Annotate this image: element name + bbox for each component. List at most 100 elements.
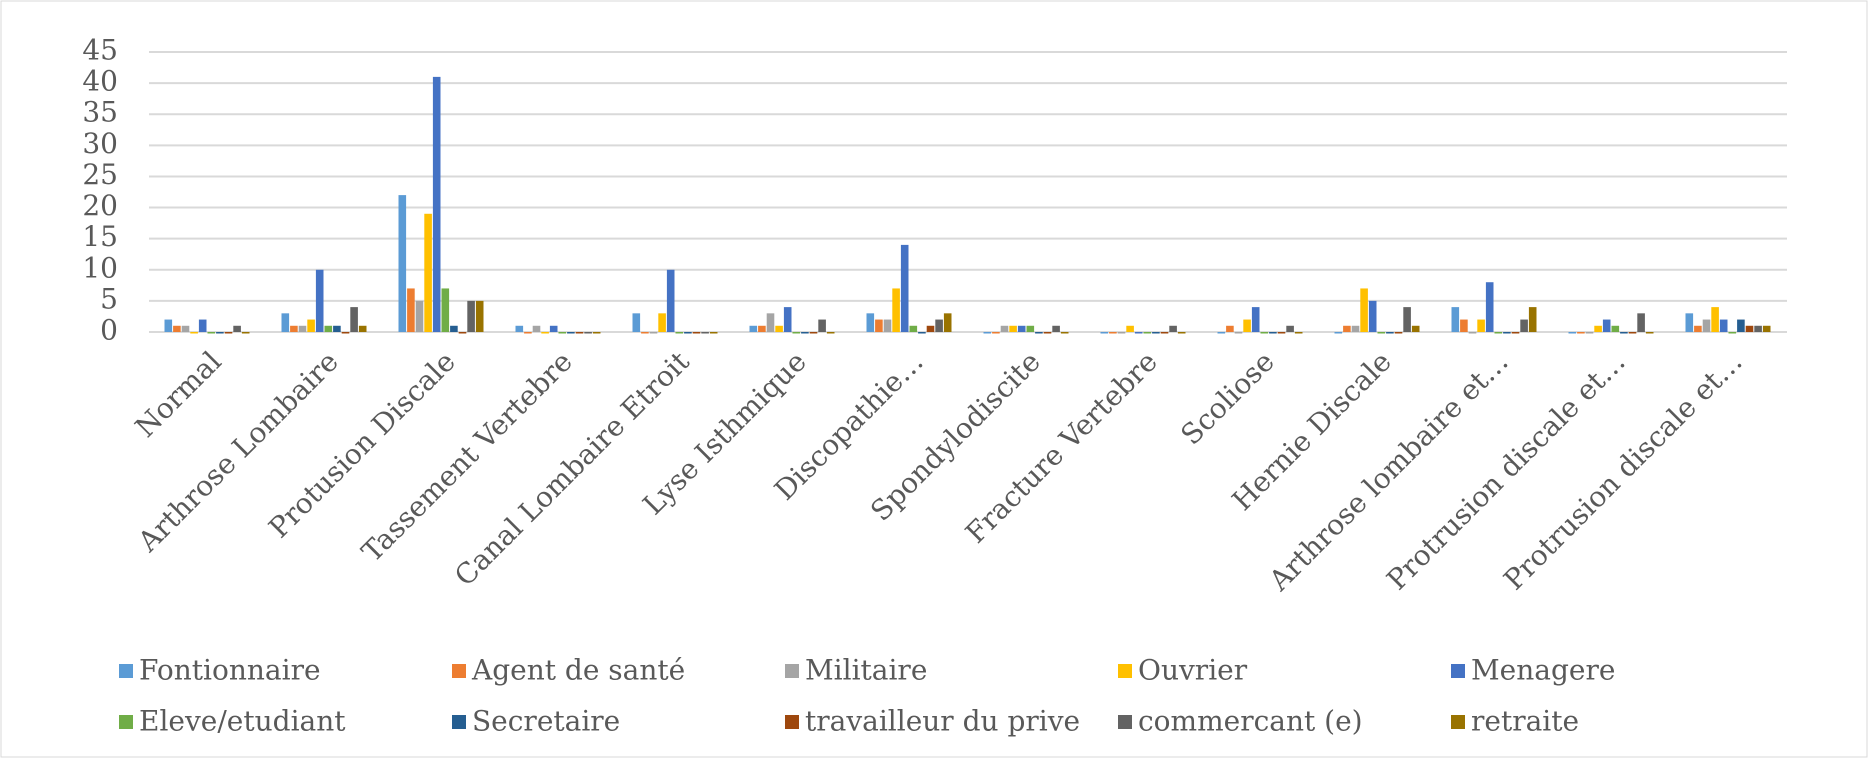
legend-label: Ouvrier: [1138, 654, 1248, 687]
bar: [549, 325, 558, 332]
bar: [1377, 332, 1386, 334]
bar: [1117, 332, 1126, 334]
legend-label: Menagere: [1471, 654, 1615, 687]
bar: [407, 288, 415, 332]
legend-label: Militaire: [805, 654, 927, 687]
bar: [1343, 325, 1351, 332]
bar: [532, 325, 541, 332]
legend-swatch: [452, 664, 466, 678]
bar: [1503, 332, 1511, 334]
bar: [324, 325, 333, 332]
bar: [350, 307, 358, 332]
bar: [935, 319, 943, 332]
bar: [1260, 332, 1269, 334]
bar: [1386, 332, 1394, 334]
bar: [1360, 288, 1368, 332]
bar: [1100, 332, 1109, 334]
bar: [809, 332, 818, 334]
bar: [792, 332, 801, 334]
bar: [1477, 319, 1485, 332]
bar: [783, 307, 792, 332]
bar: [307, 319, 315, 332]
bar: [1728, 332, 1737, 334]
bar: [190, 332, 198, 334]
bar: [592, 332, 601, 334]
bar: [766, 313, 775, 332]
bar: [1568, 332, 1577, 334]
bar: [567, 332, 575, 334]
bar: [1226, 325, 1234, 332]
bar: [1460, 319, 1468, 332]
y-tick-label: 30: [82, 127, 118, 160]
bar: [198, 319, 207, 332]
bar: [1394, 332, 1403, 334]
bar: [1269, 332, 1277, 334]
bar: [866, 313, 875, 332]
bar: [909, 325, 918, 332]
legend-swatch: [119, 715, 133, 729]
legend-label: travailleur du prive: [805, 705, 1080, 738]
bar: [1052, 325, 1060, 332]
bar: [1134, 332, 1143, 334]
bar: [584, 332, 592, 334]
legend-swatch: [785, 664, 799, 678]
y-tick-label: 40: [82, 65, 118, 98]
bar: [298, 325, 307, 332]
bar: [1234, 332, 1243, 334]
bar: [1451, 307, 1460, 332]
bar: [818, 319, 826, 332]
bar: [692, 332, 701, 334]
bar: [1577, 332, 1585, 334]
bar: [1060, 332, 1069, 334]
legend-label: retraite: [1471, 705, 1579, 738]
bar: [758, 325, 766, 332]
bar: [467, 300, 475, 332]
bar: [1160, 332, 1169, 334]
bar: [1737, 319, 1745, 332]
bar: [1594, 325, 1602, 332]
bar: [1485, 282, 1494, 332]
legend-label: Eleve/etudiant: [139, 705, 346, 738]
y-tick-label: 15: [82, 220, 118, 253]
bar: [432, 76, 441, 332]
y-tick-label: 10: [82, 251, 118, 284]
legend-label: Secretaire: [472, 705, 620, 738]
bar: [1511, 332, 1520, 334]
bar: [900, 244, 909, 332]
bar: [875, 319, 883, 332]
bar: [575, 332, 584, 334]
bar: [1277, 332, 1286, 334]
bar: [684, 332, 692, 334]
bar: [216, 332, 224, 334]
bar: [233, 325, 241, 332]
bar: [398, 195, 407, 332]
bar: [224, 332, 233, 334]
bar: [1468, 332, 1477, 334]
y-tick-label: 35: [82, 96, 118, 129]
bar: [1602, 319, 1611, 332]
bar: [1611, 325, 1620, 332]
bar: [701, 332, 709, 334]
bar: [1411, 325, 1420, 332]
bar: [281, 313, 290, 332]
bar: [315, 269, 324, 332]
bar: [515, 325, 524, 332]
y-tick-label: 45: [82, 34, 118, 67]
legend-label: Fontionnaire: [139, 654, 321, 687]
bar: [241, 332, 250, 334]
bar: [1645, 332, 1654, 334]
bar: [458, 332, 467, 334]
bar: [1620, 332, 1628, 334]
y-tick-label: 20: [82, 189, 118, 222]
bar: [290, 325, 298, 332]
legend-swatch: [452, 715, 466, 729]
y-tick-label: 0: [100, 314, 118, 347]
bar: [1251, 307, 1260, 332]
bar: [1694, 325, 1702, 332]
bar: [1520, 319, 1528, 332]
bar: [207, 332, 216, 334]
bar: [1762, 325, 1771, 332]
bar: [1026, 325, 1035, 332]
bar: [450, 325, 458, 332]
